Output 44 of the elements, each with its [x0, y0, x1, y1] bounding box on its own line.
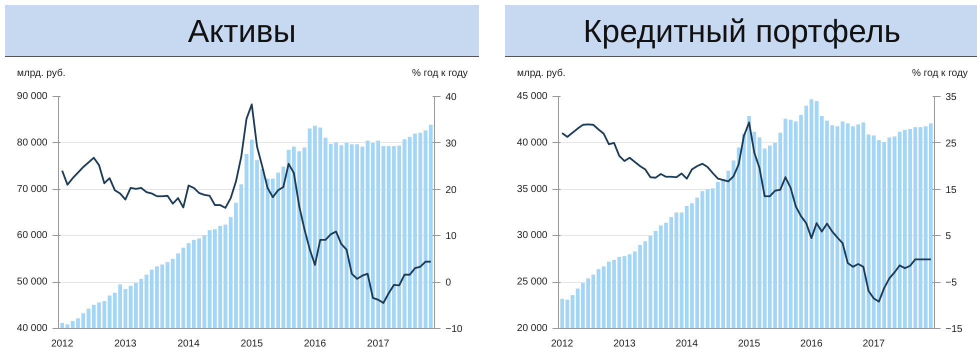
x-tick-label: 2015 — [240, 338, 264, 348]
y2-tick-label: 15 — [946, 184, 958, 196]
y2-tick-label: 35 — [946, 92, 958, 103]
y-tick-label: 20 000 — [516, 323, 548, 334]
y-tick-label: 80 000 — [16, 137, 48, 148]
y2-tick-label: 30 — [446, 138, 458, 150]
x-tick-label: 2013 — [114, 338, 137, 348]
x-tick-label: 2012 — [51, 338, 74, 348]
line-series — [561, 122, 932, 302]
y2-tick-label: 5 — [946, 231, 952, 242]
y-tick-label: 70 000 — [16, 184, 48, 195]
x-tick-label: 2012 — [551, 338, 574, 348]
y-tick-label: 45 000 — [516, 91, 548, 102]
y-tick-label: 40 000 — [516, 137, 548, 148]
y2-tick-label: −5 — [946, 278, 958, 289]
x-tick-label: 2016 — [800, 338, 823, 348]
y2-tick-label: 20 — [446, 184, 458, 196]
y-tick-label: 40 000 — [16, 323, 48, 334]
y2-axis-title: % год к году — [912, 67, 968, 81]
x-tick-label: 2017 — [862, 338, 886, 348]
x-tick-label: 2014 — [676, 338, 698, 348]
y-tick-label: 90 000 — [16, 91, 48, 102]
y-tick-label: 35 000 — [516, 184, 548, 195]
y2-tick-label: 10 — [446, 231, 458, 242]
y2-tick-label: 40 — [446, 92, 458, 103]
x-tick-label: 2013 — [613, 338, 636, 348]
y2-tick-label: 0 — [446, 278, 452, 289]
y2-tick-label: −10 — [446, 324, 463, 335]
y2-axis-title: % год к году — [412, 67, 468, 81]
y-tick-label: 25 000 — [516, 276, 548, 288]
chart-title: Активы — [188, 12, 296, 51]
y-tick-label: 60 000 — [16, 230, 48, 242]
x-tick-label: 2016 — [304, 338, 327, 348]
x-tick-label: 2017 — [367, 338, 390, 348]
y-tick-label: 50 000 — [16, 276, 48, 288]
y-axis-title: млрд. руб. — [517, 67, 566, 81]
x-tick-label: 2014 — [177, 338, 200, 348]
y2-tick-label: −15 — [946, 324, 963, 335]
y-tick-label: 30 000 — [516, 230, 548, 242]
x-tick-label: 2015 — [738, 338, 761, 348]
y2-tick-label: 25 — [946, 138, 958, 150]
line-series — [61, 103, 432, 304]
y-axis-title: млрд. руб. — [17, 67, 66, 81]
chart-title: Кредитный портфель — [583, 12, 901, 51]
